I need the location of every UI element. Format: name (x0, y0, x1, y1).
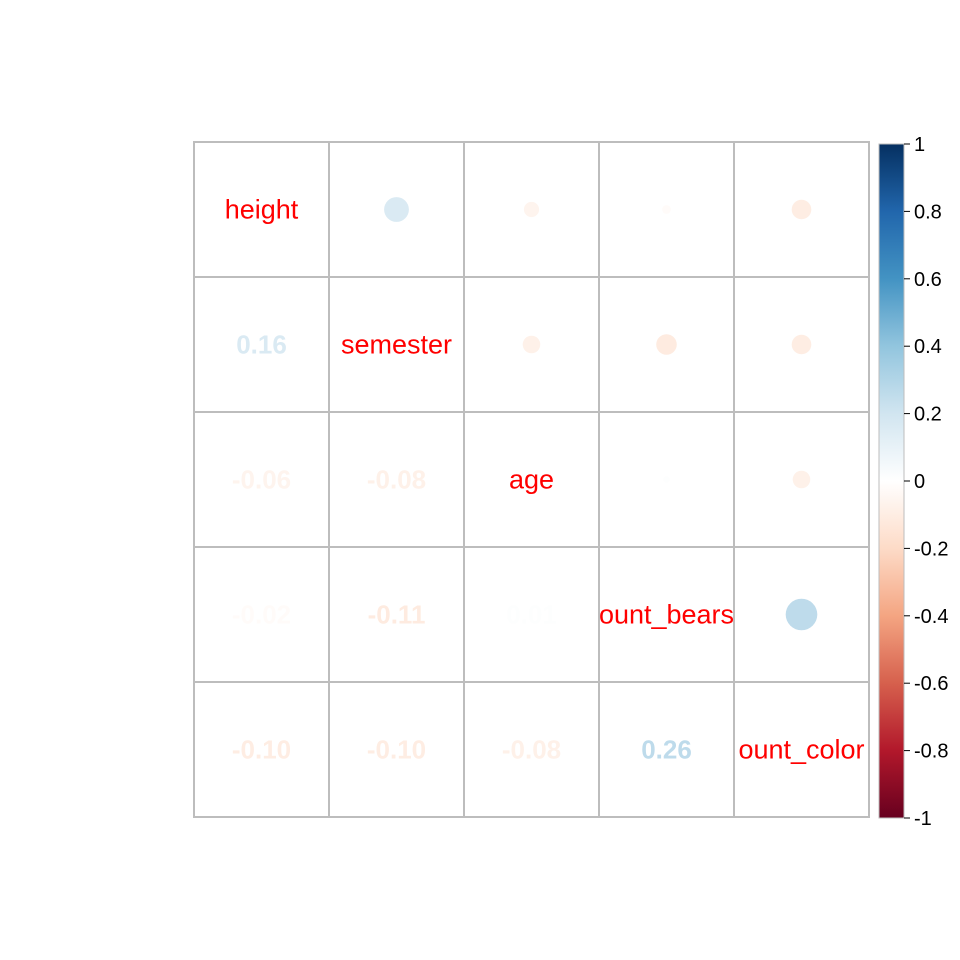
correlation-circle (791, 334, 812, 355)
variable-label: height (225, 195, 299, 225)
correlation-value-label: 0.16 (236, 330, 287, 360)
colorbar-gradient (878, 143, 905, 819)
correlation-value-label: 0.26 (641, 735, 692, 765)
colorbar-tick-label: 0.6 (914, 269, 942, 291)
correlation-value-label: 0.01 (506, 600, 557, 630)
colorbar-tick-label: -0.8 (914, 741, 948, 763)
matrix-cell (193, 681, 330, 818)
correlation-value-label: -0.08 (367, 465, 426, 495)
correlation-value-label: -0.10 (232, 735, 291, 765)
matrix-cell (463, 276, 600, 413)
correlation-value-label: -0.11 (368, 600, 426, 630)
matrix-cell (193, 546, 330, 683)
correlation-circle (384, 197, 409, 222)
matrix-cell (328, 411, 465, 548)
matrix-cell (328, 681, 465, 818)
matrix-cell (598, 546, 735, 683)
colorbar-tick-label: 1 (914, 134, 925, 156)
matrix-cell (328, 546, 465, 683)
matrix-cell (193, 276, 330, 413)
correlation-circle (523, 201, 540, 218)
correlation-value-label: -0.02 (232, 600, 291, 630)
variable-label: semester (341, 330, 452, 360)
variable-label: ount_bears (599, 600, 734, 630)
correlation-value-label: -0.06 (232, 465, 291, 495)
colorbar-tick-label: -0.2 (914, 538, 948, 560)
correlation-value-label: -0.08 (502, 735, 561, 765)
correlation-circle (791, 199, 812, 220)
correlation-circle (785, 598, 818, 631)
matrix-cells (193, 141, 870, 818)
correlation-circle (656, 334, 677, 355)
correlation-circle (663, 476, 670, 483)
matrix-cell (733, 411, 870, 548)
correlation-value-label: -0.10 (367, 735, 426, 765)
colorbar: 1 0.8 0.6 0.4 0.2 0 -0.2 -0.4 -0.6 -0.8 -1 (878, 134, 948, 830)
colorbar-tick-label: 0.4 (914, 336, 942, 358)
matrix-cell (598, 411, 735, 548)
matrix-marks: 0.16 -0.06 -0.08 -0.02 -0.11 0.01 -0.10 -0.10 -0… (225, 195, 865, 765)
colorbar-tick-label: 0.2 (914, 404, 942, 426)
correlation-circle (792, 470, 811, 489)
colorbar-tick-label: 0.8 (914, 201, 942, 223)
colorbar-tick-label: -1 (914, 808, 932, 830)
matrix-cell (733, 681, 870, 818)
colorbar-tick-label: 0 (914, 471, 925, 493)
variable-label: ount_color (738, 735, 864, 765)
colorbar-tick-label: -0.6 (914, 673, 948, 695)
correlation-circle (522, 335, 541, 354)
variable-label: age (509, 465, 554, 495)
correlation-circle (662, 205, 671, 214)
matrix-cell (463, 681, 600, 818)
matrix-cell (193, 141, 330, 278)
colorbar-tick-label: -0.4 (914, 606, 948, 628)
matrix-cell (463, 546, 600, 683)
